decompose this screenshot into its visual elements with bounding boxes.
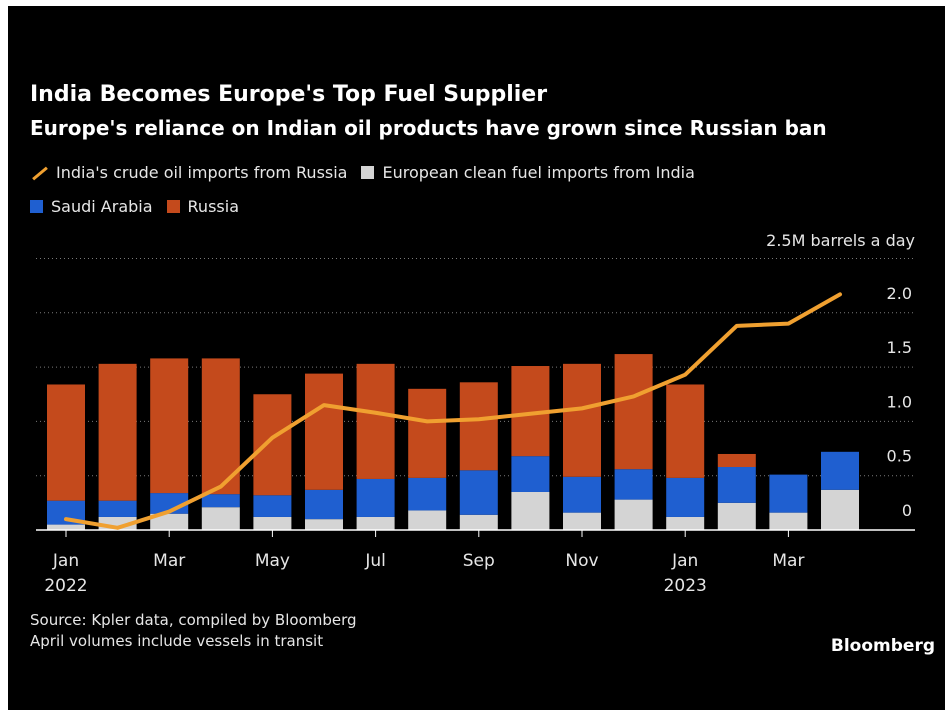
bar-segment bbox=[614, 499, 653, 530]
bar-segment bbox=[717, 453, 756, 468]
bar-segment bbox=[408, 477, 447, 511]
india-crude-line bbox=[64, 292, 842, 530]
bar-segment bbox=[511, 456, 550, 492]
legend-label-saudi: Saudi Arabia bbox=[51, 197, 153, 216]
legend-row-2: Saudi Arabia Russia bbox=[30, 197, 253, 216]
bar-segment bbox=[98, 363, 137, 501]
bar-segment bbox=[305, 519, 343, 530]
bar-segment bbox=[150, 358, 189, 494]
bar-segment bbox=[408, 510, 447, 530]
legend-label-russia: Russia bbox=[187, 197, 239, 216]
source-note: Source: Kpler data, compiled by Bloomber… bbox=[30, 610, 357, 652]
bar-segment bbox=[356, 363, 395, 479]
bar-segment bbox=[614, 469, 653, 500]
bar-segment bbox=[459, 382, 498, 471]
x-tick-label: Nov bbox=[565, 551, 598, 571]
source-line-2: April volumes include vessels in transit bbox=[30, 632, 324, 650]
bar-segment bbox=[717, 467, 756, 503]
bar-segment bbox=[563, 476, 601, 513]
legend-item-saudi: Saudi Arabia bbox=[30, 197, 153, 216]
bar-segment bbox=[563, 512, 601, 530]
y-tick-label: 0.5 bbox=[887, 447, 912, 466]
bar-segment bbox=[769, 474, 808, 513]
y-axis-unit-label: 2.5M barrels a day bbox=[766, 231, 915, 250]
bar-segment bbox=[305, 489, 343, 520]
source-line-1: Source: Kpler data, compiled by Bloomber… bbox=[30, 611, 357, 629]
bar-segment bbox=[459, 470, 498, 515]
x-tick-year-label: 2023 bbox=[664, 576, 707, 596]
bar-segment bbox=[666, 384, 705, 478]
x-tick-label: Jul bbox=[364, 551, 386, 571]
x-tick-label: Mar bbox=[772, 551, 804, 571]
y-tick-label: 2.0 bbox=[887, 284, 912, 303]
bar-segment bbox=[717, 502, 756, 530]
bloomberg-logo: Bloomberg bbox=[830, 636, 935, 656]
bar-segment bbox=[459, 514, 498, 530]
bar-segment bbox=[666, 516, 705, 530]
bar-segment bbox=[614, 354, 653, 470]
legend-item-russia: Russia bbox=[166, 197, 239, 216]
bar-segment bbox=[253, 516, 292, 530]
chart-subtitle: Europe's reliance on Indian oil products… bbox=[30, 116, 827, 140]
bar-segment bbox=[563, 363, 601, 477]
bar-segment bbox=[356, 478, 395, 517]
bar-segment bbox=[201, 358, 240, 495]
bar-segment bbox=[511, 491, 550, 530]
bar-segment bbox=[305, 373, 343, 490]
chart-panel bbox=[8, 6, 945, 710]
y-tick-label: 1.0 bbox=[887, 392, 912, 411]
x-tick-label: Jan bbox=[52, 551, 79, 571]
y-tick-label: 0 bbox=[902, 501, 912, 520]
legend-item-clean-fuel: European clean fuel imports from India bbox=[361, 163, 695, 182]
bar-segment bbox=[47, 524, 85, 530]
bar-segment bbox=[821, 451, 859, 490]
x-tick-label: Sep bbox=[463, 551, 495, 571]
y-tick-label: 1.5 bbox=[887, 338, 912, 357]
x-tick-label: May bbox=[255, 551, 290, 571]
saudi-swatch-icon bbox=[30, 200, 43, 213]
bar-segment bbox=[47, 384, 85, 501]
bar-segment bbox=[47, 500, 85, 525]
chart-title: India Becomes Europe's Top Fuel Supplier bbox=[30, 82, 548, 107]
russia-swatch-icon bbox=[166, 200, 180, 213]
bar-segment bbox=[201, 494, 240, 508]
bar-segment bbox=[408, 388, 447, 478]
bar-segment bbox=[769, 512, 808, 530]
bar-segment bbox=[356, 516, 395, 530]
x-tick-year-label: 2022 bbox=[44, 576, 87, 596]
bar-segment bbox=[201, 507, 240, 530]
x-tick-label: Jan bbox=[671, 551, 698, 571]
bar-segment bbox=[666, 477, 705, 517]
legend-label-clean-fuel: European clean fuel imports from India bbox=[382, 163, 695, 182]
clean-fuel-swatch-icon bbox=[361, 166, 375, 179]
legend-item-india-crude: India's crude oil imports from Russia bbox=[30, 163, 347, 182]
x-tick-label: Mar bbox=[153, 551, 185, 571]
bar-segment bbox=[150, 513, 189, 530]
legend-label-india-crude: India's crude oil imports from Russia bbox=[56, 163, 348, 182]
bar-segment bbox=[98, 500, 137, 517]
bar-segment bbox=[253, 495, 292, 517]
legend-row-1: India's crude oil imports from Russia Eu… bbox=[30, 163, 709, 182]
bar-segment bbox=[821, 489, 859, 530]
bar-segment bbox=[253, 394, 292, 496]
